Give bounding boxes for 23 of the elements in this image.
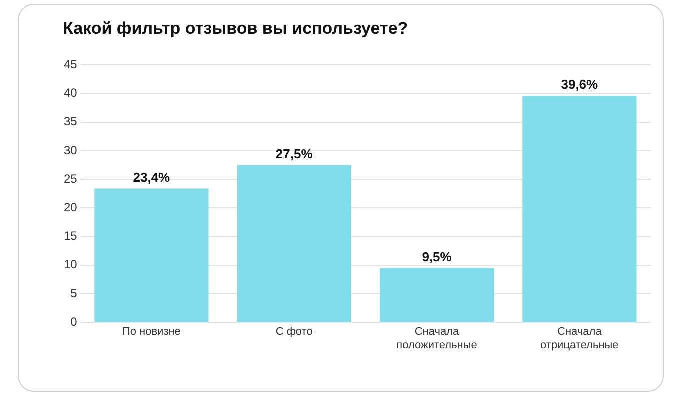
y-tick-label: 40 — [64, 86, 78, 100]
bar — [94, 188, 209, 322]
y-tick-label: 35 — [64, 114, 78, 129]
y-tick-label: 15 — [64, 229, 78, 244]
y-tick-label: 25 — [64, 172, 78, 186]
x-tick-label: Сначала отрицательные — [540, 326, 619, 352]
x-tick-label: Сначала положительные — [396, 326, 478, 352]
x-tick-label: С фото — [276, 326, 313, 338]
y-tick-label: 5 — [70, 286, 78, 300]
chart-title: Какой фильтр отзывов вы используете? — [63, 19, 408, 39]
data-label: 23,4% — [133, 170, 171, 185]
y-tick-label: 45 — [64, 58, 78, 72]
bar — [380, 268, 494, 322]
y-tick-label: 10 — [64, 258, 78, 272]
x-tick-label: По новизне — [122, 326, 181, 338]
bar — [237, 165, 352, 322]
y-tick-label: 0 — [70, 314, 78, 329]
data-label: 9,5% — [422, 249, 452, 264]
data-label: 39,6% — [561, 77, 599, 92]
data-label: 27,5% — [276, 146, 314, 162]
bar — [522, 96, 637, 322]
y-tick-label: 20 — [64, 200, 78, 215]
y-tick-label: 30 — [64, 143, 78, 158]
